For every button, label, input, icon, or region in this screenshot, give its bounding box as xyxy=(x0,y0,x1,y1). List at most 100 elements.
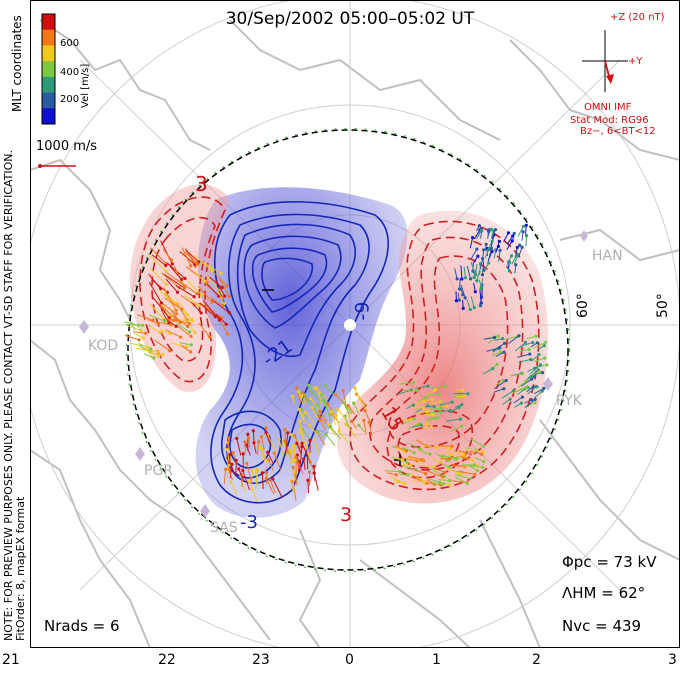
velocity-vector xyxy=(301,428,311,440)
velocity-vector-origin xyxy=(241,468,245,473)
reference-vector-label: 1000 m/s xyxy=(36,139,98,154)
velocity-vector xyxy=(199,302,216,317)
velocity-vector-origin xyxy=(324,432,328,437)
velocity-vector xyxy=(147,319,159,325)
velocity-vector xyxy=(296,387,302,405)
velocity-vector-origin xyxy=(161,353,165,357)
velocity-vector xyxy=(295,457,304,475)
velocity-vector xyxy=(175,285,195,298)
velocity-vector-origin xyxy=(542,386,546,390)
velocity-vector xyxy=(230,481,238,495)
velocity-vector-origin xyxy=(523,340,528,344)
velocity-vector-origin xyxy=(461,388,465,392)
velocity-vector-origin xyxy=(496,334,500,338)
velocity-vector-origin xyxy=(466,392,470,396)
velocity-vector xyxy=(506,255,512,266)
contour-label-3: 3 xyxy=(340,504,353,526)
velocity-vector-origin xyxy=(297,407,301,412)
velocity-vector xyxy=(150,247,167,265)
velocity-vector-origin xyxy=(334,413,338,417)
velocity-vector xyxy=(319,419,326,430)
velocity-vector-origin xyxy=(293,434,297,438)
velocity-vector-origin xyxy=(520,372,525,376)
velocity-vector xyxy=(309,389,321,402)
velocity-vector-origin xyxy=(465,481,469,485)
velocity-vector-origin xyxy=(318,418,322,422)
velocity-vector xyxy=(338,430,348,443)
velocity-vector-origin xyxy=(495,362,499,366)
velocity-vector xyxy=(470,438,484,447)
velocity-vector xyxy=(337,409,347,420)
velocity-vector-origin xyxy=(448,483,452,487)
velocity-vector-origin xyxy=(136,323,140,327)
velocity-vector xyxy=(211,299,230,314)
velocity-vector xyxy=(440,481,450,486)
velocity-vector xyxy=(515,386,527,392)
velocity-vector xyxy=(430,467,445,477)
velocity-vector-origin xyxy=(441,475,445,479)
velocity-vector xyxy=(143,353,155,359)
velocity-vector xyxy=(257,441,260,455)
velocity-vector xyxy=(429,407,442,410)
velocity-vector-origin xyxy=(158,330,162,335)
velocity-vector xyxy=(525,235,528,247)
velocity-vector-origin xyxy=(520,395,525,399)
velocity-vector-origin xyxy=(538,363,542,367)
velocity-vector-origin xyxy=(289,433,294,437)
velocity-vector xyxy=(163,273,185,289)
velocity-vector-origin xyxy=(283,428,287,432)
velocity-vector-origin xyxy=(203,279,207,283)
velocity-vector xyxy=(469,450,482,455)
velocity-vector-origin xyxy=(449,453,453,457)
velocity-vector xyxy=(269,479,276,494)
velocity-vector-origin xyxy=(234,458,238,462)
velocity-vector-origin xyxy=(432,416,436,420)
velocity-vector xyxy=(206,307,223,319)
velocity-vector-origin xyxy=(241,452,245,456)
mlt-label-3: 3 xyxy=(668,652,677,668)
velocity-vector xyxy=(446,418,461,422)
velocity-vector xyxy=(149,314,165,322)
velocity-vector xyxy=(441,455,458,459)
velocity-vector-origin xyxy=(411,381,416,385)
velocity-vector xyxy=(525,225,527,236)
latitude-label-50: 50° xyxy=(655,293,671,318)
contour-label-minus9: -9 xyxy=(351,301,374,321)
velocity-vector-origin xyxy=(358,397,362,401)
velocity-vector xyxy=(400,418,411,422)
velocity-vector xyxy=(255,471,258,491)
velocity-vector xyxy=(298,391,305,407)
velocity-vector xyxy=(313,466,316,482)
velocity-vectors xyxy=(124,223,549,502)
velocity-vector xyxy=(299,431,308,445)
velocity-vector-origin xyxy=(512,231,516,235)
velocity-vector-origin xyxy=(308,438,312,442)
velocity-vector xyxy=(428,401,441,405)
velocity-vector-origin xyxy=(252,441,256,445)
velocity-vector-origin xyxy=(246,432,250,436)
velocity-vector-origin xyxy=(317,414,321,418)
velocity-vector xyxy=(475,230,482,240)
velocity-vector-origin xyxy=(308,460,312,464)
velocity-vector-origin xyxy=(394,473,398,477)
velocity-vector-origin xyxy=(195,292,199,296)
velocity-vector-origin xyxy=(326,401,330,405)
velocity-vector xyxy=(330,411,337,425)
velocity-vector-origin xyxy=(247,480,251,484)
velocity-vector-origin xyxy=(455,277,459,281)
velocity-vector-origin xyxy=(174,324,178,328)
contour-label-minus3: -3 xyxy=(240,512,258,533)
velocity-vector-origin xyxy=(511,234,515,238)
velocity-vector-origin xyxy=(472,463,477,467)
velocity-vector-origin xyxy=(480,273,485,277)
velocity-vector-origin xyxy=(420,458,424,462)
velocity-vector-origin xyxy=(457,405,461,410)
velocity-vector-origin xyxy=(522,224,526,228)
velocity-vector xyxy=(165,278,178,293)
velocity-vector-origin xyxy=(405,460,409,465)
velocity-vector xyxy=(438,462,450,468)
velocity-vector-origin xyxy=(306,478,310,482)
velocity-vector xyxy=(400,457,418,462)
velocity-vector-origin xyxy=(438,410,442,414)
velocity-vector xyxy=(494,380,507,390)
